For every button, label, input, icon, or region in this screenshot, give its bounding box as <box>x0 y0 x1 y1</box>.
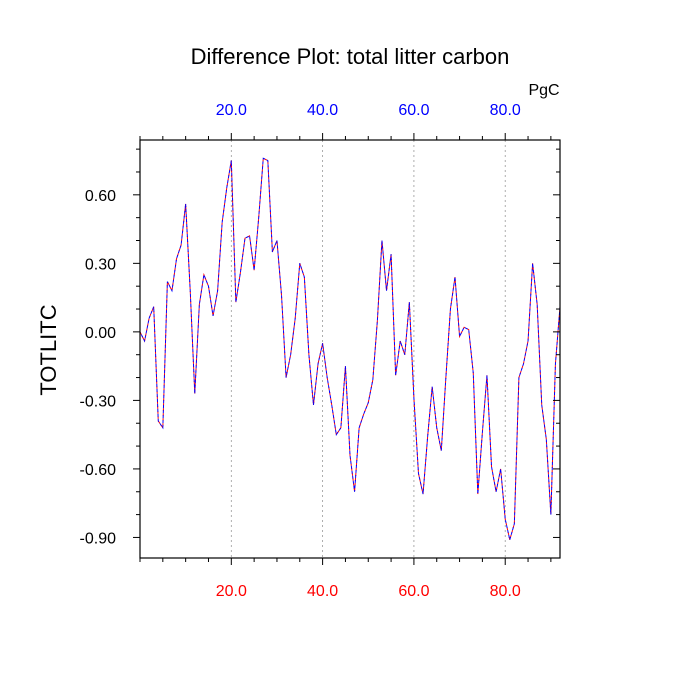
y-tick-label-1: 0.30 <box>85 256 116 273</box>
x-tick-label-top-0: 20.0 <box>216 102 247 119</box>
tick-marks <box>133 133 560 565</box>
x-tick-label-bottom-2: 60.0 <box>398 583 429 600</box>
y-tick-label-4: -0.60 <box>80 462 117 479</box>
series-line-0-b <box>139 157 561 540</box>
x-tick-label-bottom-0: 20.0 <box>216 583 247 600</box>
x-tick-label-bottom-1: 40.0 <box>307 583 338 600</box>
y-tick-label-3: -0.30 <box>80 393 117 410</box>
series-group <box>139 157 561 540</box>
x-tick-label-top-3: 80.0 <box>490 102 521 119</box>
tick-labels: 20.0 40.0 60.0 80.0 20.0 40.0 60.0 80.0 0.60 0.30… <box>80 102 521 600</box>
units-label: PgC <box>528 82 559 99</box>
grid-lines <box>230 140 506 558</box>
y-axis-label: TOTLITC <box>36 304 61 395</box>
y-tick-label-0: 0.60 <box>85 188 116 205</box>
plot-frame <box>139 139 561 559</box>
y-tick-label-5: -0.90 <box>80 530 117 547</box>
x-tick-label-top-2: 60.0 <box>398 102 429 119</box>
x-tick-label-top-1: 40.0 <box>307 102 338 119</box>
x-tick-label-bottom-3: 80.0 <box>490 583 521 600</box>
chart-title: Difference Plot: total litter carbon <box>191 44 510 69</box>
y-tick-label-2: 0.00 <box>85 325 116 342</box>
series-line-0-a <box>139 157 561 540</box>
